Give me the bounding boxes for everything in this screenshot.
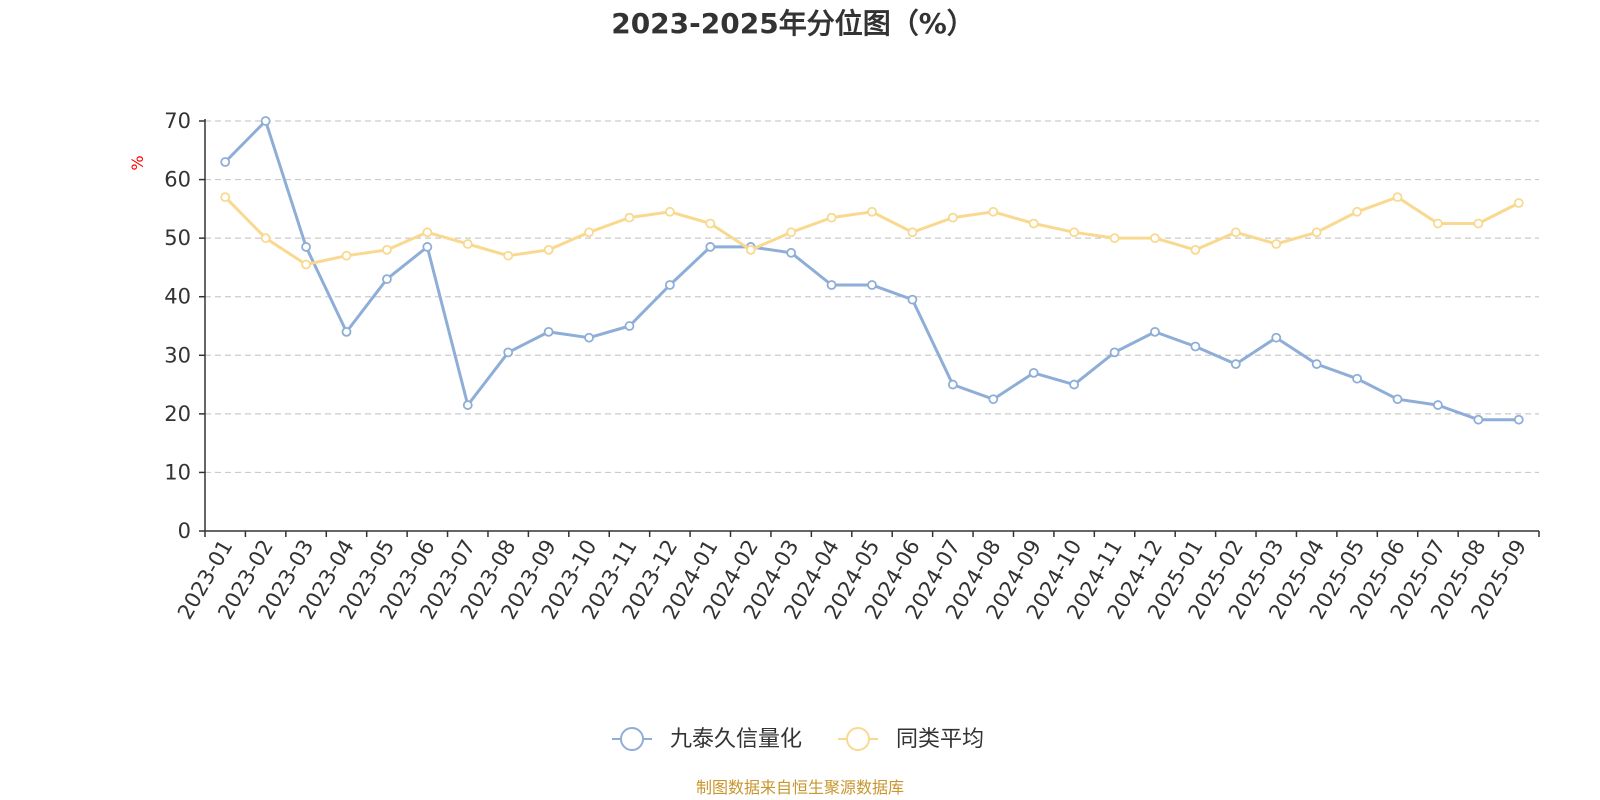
series-1-point (1190, 341, 1201, 352)
series-1-point (988, 394, 999, 405)
series-2-point (543, 244, 554, 255)
axes (204, 119, 1539, 532)
series-1-point (1392, 394, 1403, 405)
series-1-point (624, 321, 635, 331)
grid-lines (205, 120, 1539, 474)
series-2-point (826, 212, 837, 223)
series-2-point (382, 244, 392, 255)
series-1-point (422, 242, 433, 252)
y-tick-label: 0 (178, 519, 191, 543)
y-axis-ticks: 0 10 20 30 40 50 60 70 (164, 109, 205, 543)
series-1-point (220, 157, 231, 167)
y-tick-label: 10 (164, 460, 191, 484)
chart-title: 2023-2025年分位图（%） (611, 7, 975, 40)
series-2-point (260, 233, 271, 244)
series-2-point (1392, 192, 1403, 203)
series-2-point (1352, 206, 1362, 217)
series-2-point (988, 206, 999, 217)
series-1-point (1069, 379, 1080, 390)
series-1-point (1150, 326, 1160, 337)
series-1-point (1271, 332, 1282, 343)
y-axis-unit-label: % (128, 155, 147, 170)
series-1-point (867, 280, 877, 290)
series-layer (220, 116, 1524, 425)
series-2-point (1311, 227, 1322, 238)
series-1-point (826, 280, 837, 290)
series-1-point (260, 116, 271, 126)
series-1-point (1230, 359, 1241, 369)
series-2-point (1230, 227, 1241, 238)
legend-item-series-2[interactable]: 同类平均 (838, 727, 984, 752)
series-2-point (1473, 218, 1484, 229)
data-source-note: 制图数据来自恒生聚源数据库 (696, 778, 904, 797)
series-2-point (220, 192, 231, 203)
series-1-point (1513, 414, 1524, 425)
series-1-point (301, 242, 311, 252)
legend: 九泰久信量化 同类平均 (612, 727, 984, 752)
series-1-point (1311, 359, 1322, 369)
series-2-point (584, 227, 594, 238)
series-2-point (705, 218, 716, 229)
y-tick-label: 50 (164, 226, 191, 250)
legend-item-series-1[interactable]: 九泰久信量化 (612, 727, 802, 752)
series-1-point (947, 379, 958, 390)
series-2-point (745, 244, 756, 255)
series-1-point (907, 294, 918, 305)
y-tick-label: 40 (164, 285, 191, 309)
series-2-point (947, 212, 958, 223)
series-1-point (543, 326, 554, 337)
series-1-point (1109, 347, 1120, 358)
series-2-point (1513, 198, 1524, 208)
series-1-point (503, 347, 514, 358)
y-tick-label: 30 (164, 343, 191, 367)
series-2-point (301, 259, 311, 270)
series-2-point (503, 250, 514, 261)
legend-series-1-label: 九泰久信量化 (670, 727, 802, 752)
series-2-point (664, 206, 675, 217)
series-1-point (462, 400, 473, 410)
series-2-point (1150, 233, 1160, 244)
y-tick-label: 60 (164, 168, 191, 192)
series-2-point (341, 250, 352, 261)
series-2-point (1190, 244, 1201, 255)
series-2-point (867, 206, 877, 217)
series-1 (220, 116, 1524, 425)
series-1-point (1028, 367, 1039, 378)
series-2-point (1433, 218, 1443, 229)
series-1-point (382, 274, 392, 285)
series-1-point (705, 242, 716, 252)
series-2-point (786, 227, 797, 238)
legend-series-1-marker (620, 727, 644, 751)
series-1-point (1473, 414, 1484, 425)
series-1-point (786, 247, 797, 258)
series-2-point (1109, 233, 1120, 244)
legend-series-2-marker (846, 727, 870, 751)
series-1-point (1352, 373, 1362, 384)
series-2-point (1271, 239, 1282, 249)
series-1-line (224, 119, 1519, 422)
series-1-point (341, 326, 352, 337)
legend-series-2-label: 同类平均 (896, 727, 984, 752)
series-2-point (1028, 218, 1039, 229)
series-1-point (1433, 400, 1443, 410)
series-2-point (1069, 227, 1080, 238)
series-2-point (422, 227, 433, 238)
y-tick-label: 70 (164, 109, 191, 133)
series-1-point (584, 332, 594, 343)
series-2 (220, 192, 1524, 270)
series-2-point (907, 227, 918, 238)
series-2-point (462, 239, 473, 249)
y-tick-label: 20 (164, 402, 191, 426)
series-2-point (624, 212, 635, 223)
x-axis-ticks: 2023-012023-022023-032023-042023-052023-… (173, 531, 1540, 623)
series-1-point (664, 280, 675, 290)
